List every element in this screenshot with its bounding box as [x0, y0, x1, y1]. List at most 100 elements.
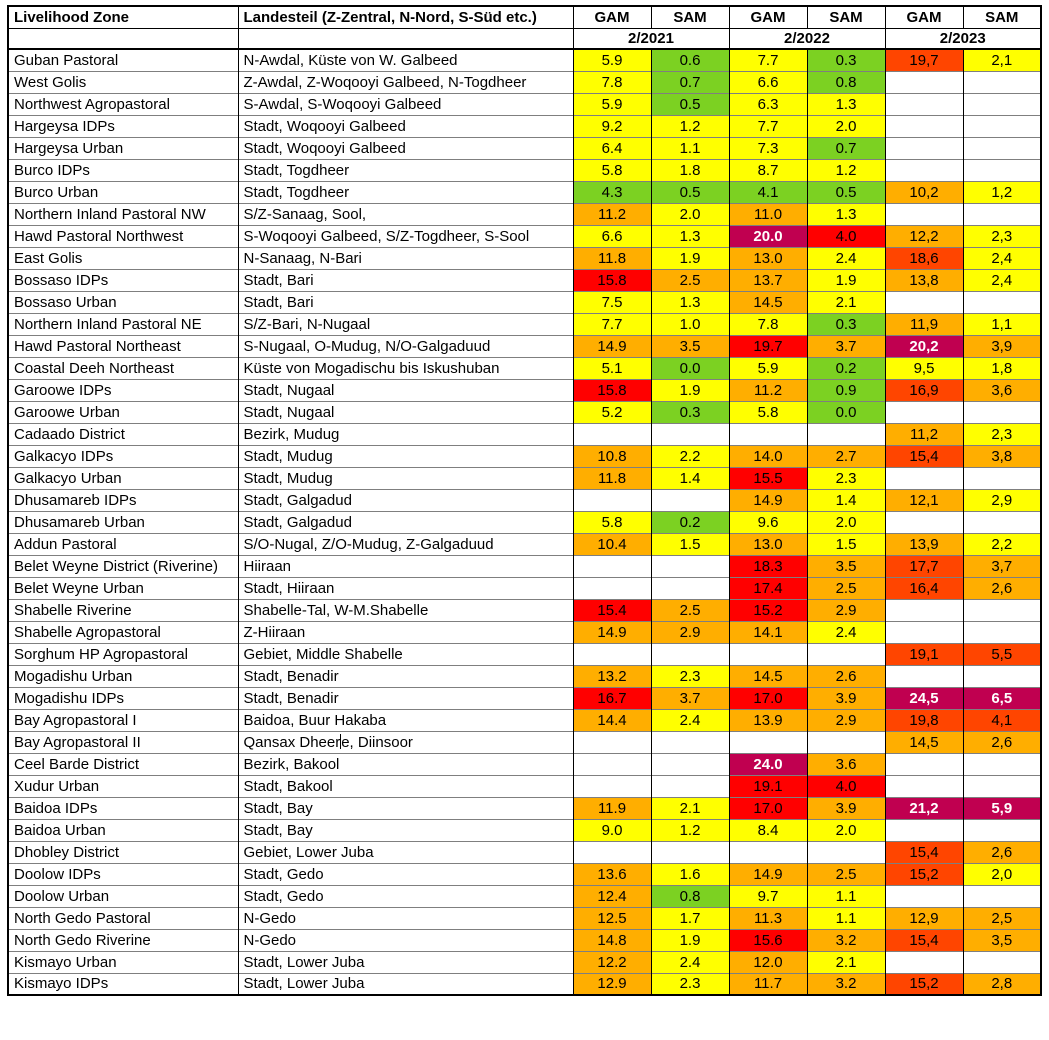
gam-2023-cell[interactable] — [884, 70, 964, 93]
sam-2021-cell[interactable]: 1.3 — [650, 290, 730, 313]
sam-2021-cell[interactable]: 2.3 — [650, 664, 730, 687]
sam-2023-cell[interactable]: 3,7 — [962, 554, 1042, 577]
header-sam-2023[interactable]: SAM — [962, 5, 1042, 29]
region-cell[interactable]: Stadt, Bari — [237, 268, 574, 291]
region-cell[interactable]: S/Z-Bari, N-Nugaal — [237, 312, 574, 335]
gam-2023-cell[interactable]: 17,7 — [884, 554, 964, 577]
zone-cell[interactable]: Addun Pastoral — [7, 532, 239, 555]
gam-2021-cell[interactable]: 14.8 — [572, 928, 652, 951]
sam-2023-cell[interactable]: 6,5 — [962, 686, 1042, 709]
gam-2021-cell[interactable] — [572, 554, 652, 577]
sam-2023-cell[interactable]: 2,4 — [962, 246, 1042, 269]
region-cell[interactable]: Stadt, Togdheer — [237, 158, 574, 181]
region-cell[interactable]: Stadt, Galgadud — [237, 488, 574, 511]
sam-2022-cell[interactable]: 2.6 — [806, 664, 886, 687]
sam-2023-cell[interactable] — [962, 510, 1042, 533]
gam-2021-cell[interactable] — [572, 730, 652, 753]
region-cell[interactable]: Stadt, Benadir — [237, 664, 574, 687]
sam-2023-cell[interactable]: 2,2 — [962, 532, 1042, 555]
sam-2023-cell[interactable] — [962, 202, 1042, 225]
period-2023[interactable]: 2/2023 — [884, 27, 1042, 50]
gam-2021-cell[interactable]: 7.5 — [572, 290, 652, 313]
gam-2022-cell[interactable]: 19.1 — [728, 774, 808, 797]
region-cell[interactable]: S/O-Nugal, Z/O-Mudug, Z-Galgaduud — [237, 532, 574, 555]
zone-cell[interactable]: Coastal Deeh Northeast — [7, 356, 239, 379]
sam-2021-cell[interactable]: 3.7 — [650, 686, 730, 709]
sam-2021-cell[interactable]: 0.8 — [650, 884, 730, 907]
sam-2022-cell[interactable]: 2.4 — [806, 246, 886, 269]
region-cell[interactable]: S-Woqooyi Galbeed, S/Z-Togdheer, S-Sool — [237, 224, 574, 247]
sam-2023-cell[interactable]: 2,8 — [962, 972, 1042, 995]
gam-2022-cell[interactable]: 8.7 — [728, 158, 808, 181]
zone-cell[interactable]: Dhusamareb Urban — [7, 510, 239, 533]
gam-2021-cell[interactable]: 16.7 — [572, 686, 652, 709]
region-cell[interactable]: Stadt, Galgadud — [237, 510, 574, 533]
gam-2022-cell[interactable]: 14.9 — [728, 862, 808, 885]
gam-2023-cell[interactable]: 20,2 — [884, 334, 964, 357]
header-gam-2022[interactable]: GAM — [728, 5, 808, 29]
sam-2021-cell[interactable]: 1.0 — [650, 312, 730, 335]
gam-2021-cell[interactable]: 12.5 — [572, 906, 652, 929]
gam-2023-cell[interactable]: 10,2 — [884, 180, 964, 203]
zone-cell[interactable]: Kismayo IDPs — [7, 972, 239, 995]
sam-2023-cell[interactable]: 1,2 — [962, 180, 1042, 203]
region-cell[interactable]: Stadt, Bay — [237, 796, 574, 819]
sam-2022-cell[interactable]: 2.1 — [806, 950, 886, 973]
region-cell[interactable]: Qansax Dheere, Diinsoor — [237, 730, 574, 753]
gam-2021-cell[interactable]: 9.0 — [572, 818, 652, 841]
gam-2023-cell[interactable] — [884, 158, 964, 181]
gam-2021-cell[interactable]: 11.8 — [572, 246, 652, 269]
gam-2021-cell[interactable]: 11.2 — [572, 202, 652, 225]
gam-2022-cell[interactable]: 9.7 — [728, 884, 808, 907]
region-cell[interactable]: Bezirk, Mudug — [237, 422, 574, 445]
sam-2022-cell[interactable]: 1.2 — [806, 158, 886, 181]
sam-2021-cell[interactable]: 1.1 — [650, 136, 730, 159]
gam-2022-cell[interactable]: 24.0 — [728, 752, 808, 775]
sam-2021-cell[interactable] — [650, 730, 730, 753]
gam-2023-cell[interactable] — [884, 884, 964, 907]
gam-2023-cell[interactable]: 11,2 — [884, 422, 964, 445]
sam-2022-cell[interactable] — [806, 642, 886, 665]
gam-2022-cell[interactable]: 14.5 — [728, 290, 808, 313]
sam-2021-cell[interactable]: 2.4 — [650, 950, 730, 973]
sam-2023-cell[interactable] — [962, 884, 1042, 907]
gam-2022-cell[interactable]: 13.0 — [728, 246, 808, 269]
sam-2022-cell[interactable]: 0.7 — [806, 136, 886, 159]
header-sam-2022[interactable]: SAM — [806, 5, 886, 29]
sam-2023-cell[interactable] — [962, 92, 1042, 115]
gam-2023-cell[interactable]: 9,5 — [884, 356, 964, 379]
header-zone[interactable]: Livelihood Zone — [7, 5, 239, 29]
period-2022[interactable]: 2/2022 — [728, 27, 886, 50]
gam-2021-cell[interactable]: 5.9 — [572, 92, 652, 115]
zone-cell[interactable]: Doolow IDPs — [7, 862, 239, 885]
gam-2022-cell[interactable]: 7.8 — [728, 312, 808, 335]
sam-2022-cell[interactable]: 1.3 — [806, 202, 886, 225]
sam-2021-cell[interactable]: 1.3 — [650, 224, 730, 247]
sam-2023-cell[interactable]: 2,4 — [962, 268, 1042, 291]
zone-cell[interactable]: Dhobley District — [7, 840, 239, 863]
zone-cell[interactable]: Cadaado District — [7, 422, 239, 445]
gam-2021-cell[interactable]: 4.3 — [572, 180, 652, 203]
gam-2021-cell[interactable]: 5.8 — [572, 158, 652, 181]
sam-2021-cell[interactable]: 0.2 — [650, 510, 730, 533]
sam-2021-cell[interactable]: 0.5 — [650, 92, 730, 115]
header-region[interactable]: Landesteil (Z-Zentral, N-Nord, S-Süd etc… — [237, 5, 574, 29]
region-cell[interactable]: Stadt, Woqooyi Galbeed — [237, 114, 574, 137]
sam-2023-cell[interactable]: 2,5 — [962, 906, 1042, 929]
gam-2023-cell[interactable]: 15,4 — [884, 928, 964, 951]
gam-2022-cell[interactable]: 15.5 — [728, 466, 808, 489]
gam-2023-cell[interactable] — [884, 510, 964, 533]
gam-2022-cell[interactable]: 13.9 — [728, 708, 808, 731]
gam-2023-cell[interactable]: 19,8 — [884, 708, 964, 731]
sam-2023-cell[interactable]: 3,8 — [962, 444, 1042, 467]
gam-2022-cell[interactable]: 20.0 — [728, 224, 808, 247]
gam-2022-cell[interactable]: 9.6 — [728, 510, 808, 533]
gam-2022-cell[interactable]: 15.6 — [728, 928, 808, 951]
gam-2022-cell[interactable]: 13.0 — [728, 532, 808, 555]
sam-2022-cell[interactable]: 2.0 — [806, 114, 886, 137]
zone-cell[interactable]: Bay Agropastoral I — [7, 708, 239, 731]
region-cell[interactable]: S-Awdal, S-Woqooyi Galbeed — [237, 92, 574, 115]
gam-2021-cell[interactable] — [572, 488, 652, 511]
zone-cell[interactable]: Burco IDPs — [7, 158, 239, 181]
gam-2022-cell[interactable] — [728, 840, 808, 863]
